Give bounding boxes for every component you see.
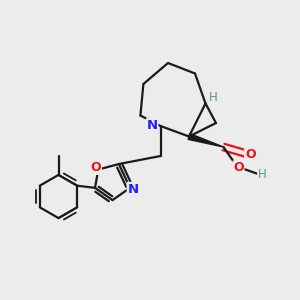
Text: O: O <box>233 161 244 174</box>
Text: H: H <box>258 167 267 181</box>
Polygon shape <box>188 134 224 147</box>
Text: O: O <box>91 161 101 174</box>
Text: N: N <box>128 183 139 196</box>
Text: O: O <box>245 148 256 161</box>
Text: N: N <box>146 119 158 132</box>
Text: H: H <box>208 91 217 104</box>
